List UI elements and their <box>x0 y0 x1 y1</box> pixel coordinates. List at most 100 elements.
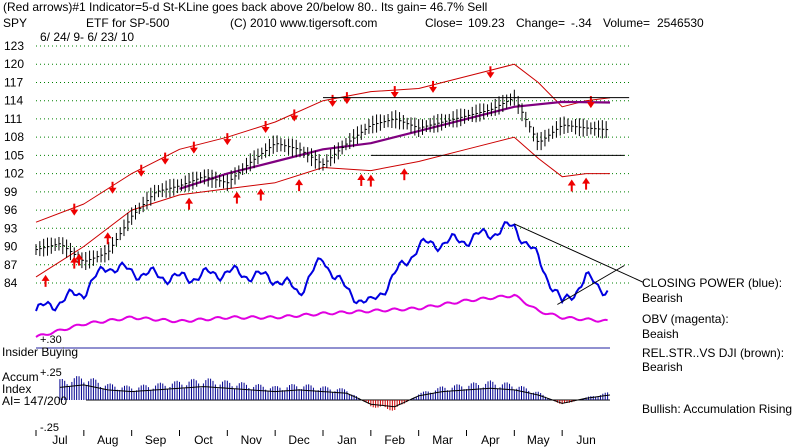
sell-arrow <box>486 66 495 79</box>
sell-arrow <box>70 203 79 216</box>
accum-summary: Bullish: Accumulation Rising <box>642 402 793 416</box>
volume-value: 2546530 <box>657 16 704 30</box>
sell-arrow <box>189 141 198 154</box>
obv-title: OBV (magenta): <box>642 312 729 326</box>
sell-arrow <box>108 181 117 194</box>
y-tick-label: 111 <box>4 112 23 126</box>
sell-arrow <box>223 133 232 146</box>
buy-arrow <box>185 197 194 210</box>
trend-line-upper <box>514 223 644 283</box>
y-tick-label: 102 <box>4 167 24 181</box>
sell-arrow-head <box>70 209 79 216</box>
close-value: 109.23 <box>468 16 505 30</box>
buy-arrow-head <box>70 256 79 263</box>
buy-arrow-head <box>295 179 304 186</box>
sell-arrow <box>342 92 351 105</box>
symbol: SPY <box>3 16 28 30</box>
y-tick-label: 87 <box>4 258 18 272</box>
index-label: Index <box>2 382 32 396</box>
y-tick-label: 96 <box>4 203 18 217</box>
insider-buying-label: Insider Buying <box>2 345 79 359</box>
month-label: Dec <box>288 433 309 447</box>
buy-arrow-head <box>400 168 409 175</box>
buy-arrow <box>70 256 79 269</box>
relstr-title: REL.STR..VS DJI (brown): <box>642 346 785 360</box>
month-label: Apr <box>481 433 500 447</box>
sell-arrow-head <box>290 115 299 122</box>
sell-arrow <box>161 152 170 165</box>
month-label: Jul <box>52 433 67 447</box>
sell-arrow-head <box>586 102 595 109</box>
y-tick-label: 120 <box>4 57 24 71</box>
buy-arrow <box>357 173 366 186</box>
month-label: Oct <box>194 433 213 447</box>
month-label: May <box>527 433 550 447</box>
month-label: Nov <box>241 433 262 447</box>
header-line1: (Red arrows)#1 Indicator=5-d St-KLine go… <box>3 0 488 14</box>
sell-arrow <box>390 86 399 99</box>
minus25-label: -.25 <box>40 422 59 434</box>
y-tick-label: 114 <box>4 94 23 108</box>
buy-arrow <box>103 232 112 245</box>
buy-arrow-head <box>75 253 84 260</box>
closing-power-title: CLOSING POWER (blue): <box>642 276 783 290</box>
buy-arrow <box>366 174 375 187</box>
buy-arrow-head <box>567 179 576 186</box>
y-tick-label: 99 <box>4 185 18 199</box>
sell-arrow-head <box>328 100 337 107</box>
buy-arrow-head <box>232 191 241 198</box>
y-tick-label: 117 <box>4 75 23 89</box>
buy-arrow-head <box>357 173 366 180</box>
trend-line-lower <box>557 265 625 305</box>
sell-arrow-head <box>261 127 270 133</box>
closing-power-status: Bearish <box>642 291 683 305</box>
buy-arrow <box>567 179 576 192</box>
relstr-status: Bearish <box>642 360 683 374</box>
buy-arrow-head <box>256 188 265 195</box>
change-label: Change= <box>516 16 566 30</box>
y-tick-label: 90 <box>4 240 18 254</box>
y-tick-label: 105 <box>4 148 24 162</box>
change-value: -.34 <box>571 16 592 30</box>
plus30-label: +.30 <box>40 334 62 346</box>
month-label: Aug <box>97 433 118 447</box>
y-tick-label: 84 <box>4 276 18 290</box>
date-range: 6/ 24/ 9- 6/ 23/ 10 <box>40 30 135 44</box>
buy-arrow-head <box>41 274 50 281</box>
plus25-label: +.25 <box>40 367 62 379</box>
obv-status: Beaish <box>642 327 679 341</box>
month-label: Jan <box>337 433 356 447</box>
month-label: Jun <box>576 433 595 447</box>
sell-arrow-head <box>223 139 232 146</box>
close-label: Close= <box>425 16 463 30</box>
etf-label: ETF for SP-500 <box>86 16 170 30</box>
y-tick-label: 108 <box>4 130 24 144</box>
ai-value: AI= 147/200 <box>2 394 68 408</box>
y-tick-label: 93 <box>4 221 18 235</box>
buy-arrow-head <box>103 232 112 239</box>
sell-arrow <box>328 94 337 107</box>
sell-arrow-head <box>189 147 198 154</box>
upper-band-line <box>35 63 611 223</box>
sell-arrow-head <box>342 98 351 105</box>
buy-arrow <box>400 168 409 181</box>
buy-arrow-head <box>582 177 591 184</box>
sell-arrow-head <box>137 170 146 177</box>
buy-arrow <box>295 179 304 192</box>
copyright: (C) 2010 www.tigersoft.com <box>230 16 378 30</box>
buy-arrow <box>41 274 50 287</box>
sell-arrow-head <box>390 92 399 99</box>
sell-arrow-head <box>108 187 117 194</box>
closing-power-line <box>35 221 609 312</box>
sell-arrow <box>290 109 299 122</box>
buy-arrow-head <box>185 197 194 204</box>
moving-average-line <box>179 100 611 190</box>
sell-arrow <box>261 121 270 133</box>
sell-arrow <box>429 80 438 93</box>
buy-arrow <box>232 191 241 204</box>
lower-band-line <box>35 136 610 278</box>
sell-arrow-head <box>486 72 495 79</box>
volume-label: Volume= <box>603 16 651 30</box>
y-tick-label: 123 <box>4 39 24 53</box>
